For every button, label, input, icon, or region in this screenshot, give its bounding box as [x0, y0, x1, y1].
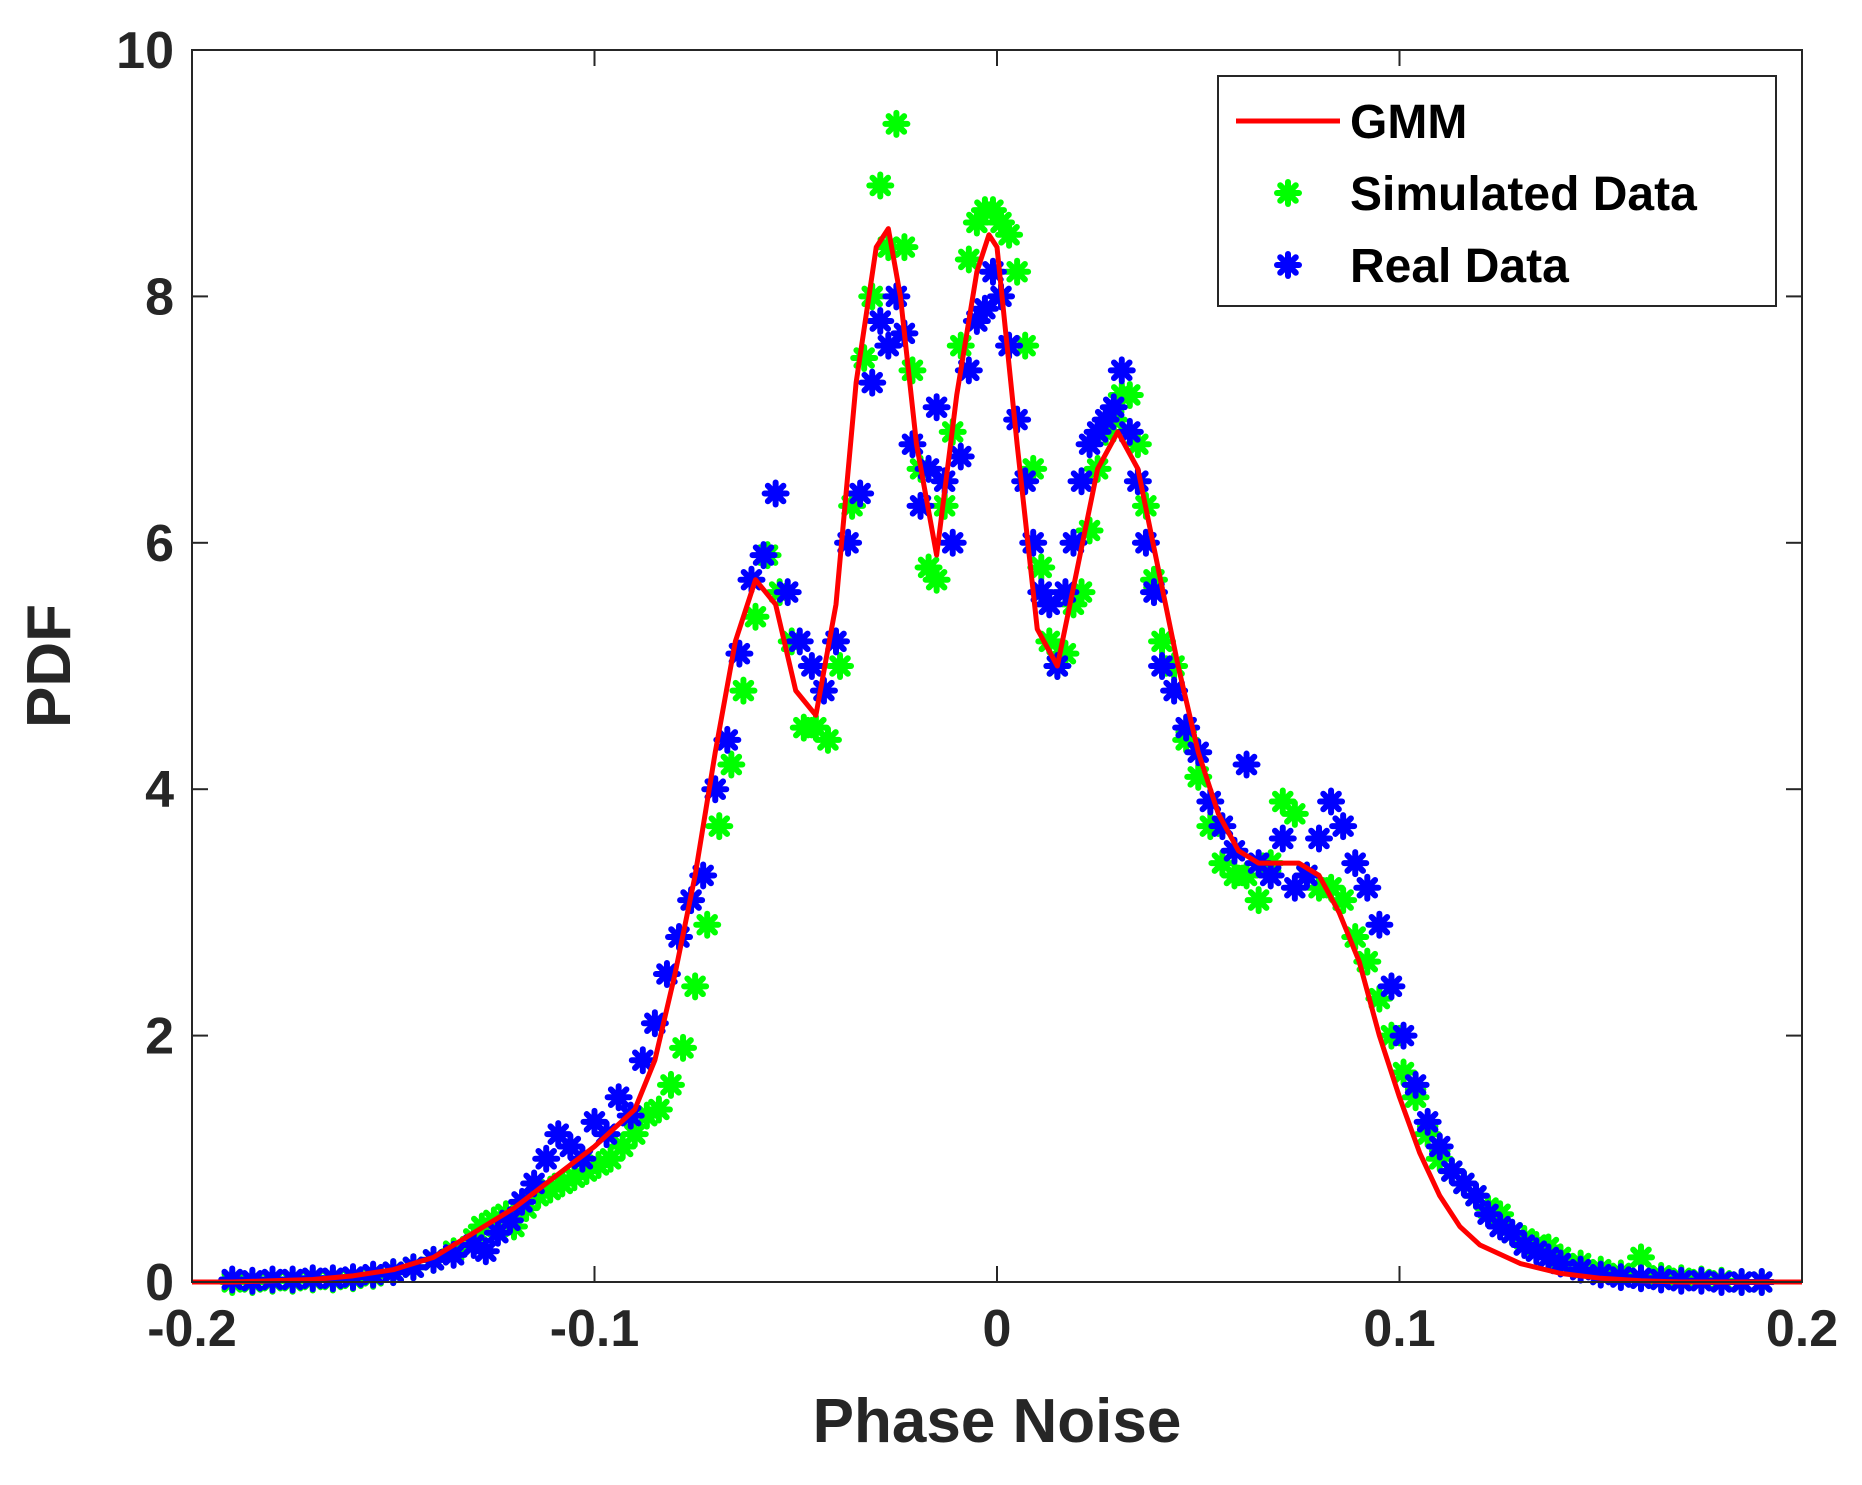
- simulated-data-point: [954, 245, 983, 274]
- real-data-point: [1019, 528, 1048, 557]
- y-tick-label: 2: [145, 1008, 174, 1066]
- simulated-data-point: [826, 652, 855, 680]
- real-data-point: [882, 282, 911, 311]
- x-tick-label: -0.2: [147, 1300, 237, 1358]
- x-tick-label: 0: [983, 1300, 1012, 1358]
- simulated-data-point: [729, 676, 758, 705]
- simulated-data-point: [866, 171, 895, 200]
- x-tick-label: -0.1: [550, 1300, 640, 1358]
- real-data-point: [1099, 393, 1128, 422]
- simulated-data-point: [705, 812, 734, 841]
- simulated-data-point: [741, 602, 770, 631]
- real-data-point: [1256, 861, 1285, 890]
- real-data-point: [1035, 590, 1064, 619]
- axis-ticks: [191, 49, 1803, 1283]
- legend-label-gmm: GMM: [1350, 96, 1467, 149]
- real-data-point: [1474, 1200, 1503, 1229]
- real-data-point: [1305, 824, 1333, 853]
- simulated-data-point: [922, 565, 951, 594]
- simulated-data-point: [898, 356, 927, 385]
- real-data-point: [556, 1132, 585, 1161]
- real-data-point: [1317, 787, 1346, 816]
- real-data-point: [749, 541, 778, 570]
- legend-box: [1217, 75, 1777, 307]
- real-data-point: [1341, 849, 1370, 878]
- real-data-point: [628, 1046, 657, 1075]
- real-data-point: [773, 578, 802, 607]
- y-tick-label: 10: [116, 22, 174, 80]
- legend-swatch-simulated-data: [1274, 179, 1302, 207]
- real-data-point: [1546, 1249, 1575, 1278]
- axis-labels: -0.2 -0.1 0 0.1 0.2 0 2 4 6 8 10 Phase Noise PDF: [15, 22, 1838, 1456]
- real-data-point: [1353, 873, 1382, 902]
- real-data-point: [846, 479, 875, 508]
- real-data-point: [874, 331, 903, 360]
- real-data-point: [1232, 750, 1261, 779]
- legend-label-real-data: Real Data: [1350, 240, 1569, 293]
- simulated-data-point: [813, 725, 842, 754]
- simulated-data-point: [681, 972, 710, 1001]
- legend: GMM Simulated Data Real Data: [1217, 75, 1777, 307]
- simulated-data-point: [1115, 380, 1144, 409]
- real-data-point: [946, 442, 975, 471]
- x-tick-label: 0.2: [1766, 1300, 1838, 1358]
- simulated-data-point: [1148, 627, 1177, 656]
- real-data-point: [1067, 467, 1096, 496]
- real-data-point: [1461, 1181, 1490, 1210]
- simulated-data-point: [656, 1070, 685, 1099]
- real-data-point: [970, 294, 999, 323]
- simulated-data-point: [995, 220, 1024, 249]
- simulated-data-point: [669, 1033, 698, 1062]
- real-data-point: [471, 1237, 500, 1266]
- real-data-point: [761, 479, 790, 508]
- gmm-line: [192, 226, 1802, 1285]
- real-data-point: [1498, 1218, 1527, 1247]
- real-data-point: [1329, 812, 1358, 841]
- real-data-point: [580, 1107, 609, 1136]
- real-data-point: [1107, 356, 1136, 385]
- real-data-point: [1148, 652, 1177, 680]
- simulated-data-point: [882, 109, 911, 138]
- real-data-point: [866, 307, 895, 336]
- y-tick-label: 4: [145, 761, 174, 819]
- real-data-point: [1011, 467, 1040, 496]
- real-data-point: [1115, 417, 1144, 446]
- simulated-data-point: [1280, 799, 1309, 828]
- real-data-point: [1365, 910, 1394, 939]
- x-tick-label: 0.1: [1363, 1300, 1435, 1358]
- simulated-data-point: [1627, 1243, 1655, 1272]
- real-data-point: [713, 725, 742, 754]
- y-tick-label: 8: [145, 268, 174, 326]
- real-data-point: [1268, 824, 1297, 853]
- y-tick-label: 0: [145, 1254, 174, 1312]
- x-axis-label: Phase Noise: [813, 1387, 1182, 1456]
- real-data-point: [1413, 1107, 1442, 1136]
- real-data-point: [785, 627, 814, 656]
- simulated-data-point: [1011, 331, 1040, 360]
- real-data-point: [797, 652, 826, 680]
- plot-marks: [192, 109, 1802, 1296]
- real-data-point: [858, 368, 887, 397]
- simulated-data-point: [1003, 257, 1032, 286]
- simulated-data-point: [890, 233, 919, 262]
- real-data-point: [1389, 1021, 1418, 1050]
- simulated-data-point: [620, 1120, 649, 1149]
- real-data-point: [1401, 1070, 1430, 1099]
- simulated-data-point: [717, 750, 746, 779]
- simulated-data-point: [1244, 886, 1273, 915]
- real-data-point: [532, 1144, 561, 1173]
- real-data-point: [1377, 972, 1406, 1001]
- real-data-point: [922, 393, 951, 422]
- legend-swatch-real-data: [1274, 251, 1302, 279]
- real-data-point: [1425, 1132, 1454, 1161]
- real-data-point: [938, 528, 967, 557]
- simulated-data-point: [693, 910, 722, 939]
- legend-label-simulated-data: Simulated Data: [1350, 168, 1697, 221]
- y-tick-label: 6: [145, 515, 174, 573]
- simulated-data-point: [1027, 553, 1056, 582]
- real-data-point: [604, 1083, 633, 1112]
- y-axis-label: PDF: [15, 604, 84, 728]
- simulated-data-point: [644, 1095, 673, 1124]
